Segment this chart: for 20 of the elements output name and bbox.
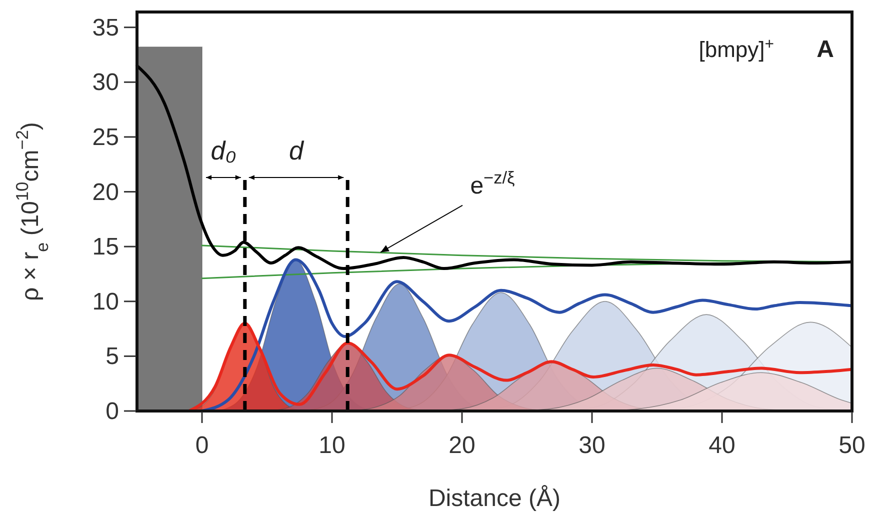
annotation: A — [816, 36, 834, 63]
y-tick-label: 25 — [92, 124, 119, 151]
annotation: d — [289, 136, 306, 166]
x-tick-label: 20 — [448, 432, 476, 459]
x-tick-label: 50 — [838, 432, 866, 459]
y-tick-label: 30 — [92, 69, 119, 96]
y-tick-label: 35 — [92, 14, 119, 42]
y-tick-label: 5 — [106, 343, 119, 370]
x-tick-label: 10 — [318, 432, 346, 459]
y-tick-label: 15 — [92, 234, 119, 261]
annotation: e$^{−z/ξ}$ — [470, 167, 516, 200]
annotation: d₀ — [210, 136, 236, 166]
x-axis-title: Distance (Å) — [428, 485, 561, 512]
x-tick-label: 30 — [578, 432, 606, 459]
annotation: [bmpy]$^{+}$ — [698, 36, 774, 62]
x-tick-label: 40 — [708, 432, 736, 459]
y-tick-label: 10 — [92, 288, 119, 316]
x-tick-label: 0 — [195, 432, 209, 459]
y-tick-label: 0 — [106, 398, 119, 425]
y-tick-label: 20 — [92, 178, 119, 206]
